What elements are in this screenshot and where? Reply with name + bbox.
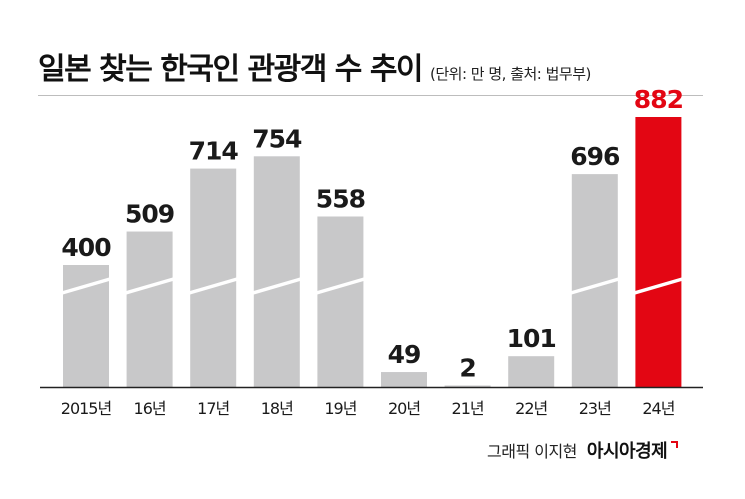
axis-break-mark	[570, 277, 620, 295]
bar-2015년	[63, 265, 109, 387]
axis-break-mark	[252, 277, 302, 295]
data-label: 558	[316, 184, 365, 213]
bar-19년	[317, 216, 364, 387]
bar-17년	[190, 168, 237, 387]
chart-subtitle: (단위: 만 명, 출처: 법무부)	[430, 65, 591, 83]
bar-20년	[381, 372, 427, 387]
x-tick-label: 23년	[579, 399, 611, 418]
x-tick-label: 16년	[134, 399, 166, 418]
data-label: 101	[507, 324, 556, 353]
axis-break-mark	[125, 277, 175, 295]
data-label: 714	[189, 137, 239, 166]
data-label: 754	[252, 124, 302, 153]
x-tick-label: 17년	[197, 399, 229, 418]
x-tick-label: 19년	[324, 399, 356, 418]
axis-break-mark	[315, 277, 365, 295]
graphic-credit: 그래픽 이지현	[487, 442, 577, 461]
title-divider	[38, 95, 703, 96]
x-tick-label: 21년	[452, 399, 484, 418]
axis-break-mark	[61, 277, 111, 295]
data-label: 400	[61, 233, 111, 262]
data-label: 49	[388, 340, 421, 369]
chart-header: 일본 찾는 한국인 관광객 수 추이 (단위: 만 명, 출처: 법무부)	[38, 44, 591, 88]
x-tick-label: 18년	[261, 399, 293, 418]
bar-16년	[126, 231, 173, 387]
bar-18년	[253, 156, 300, 387]
publisher-logo: 아시아경제	[586, 441, 668, 462]
axis-break-mark	[633, 277, 683, 295]
corner-mark-icon	[671, 441, 679, 448]
bar-24년	[635, 117, 682, 387]
credit-line: 그래픽 이지현 아시아경제	[487, 437, 679, 463]
x-tick-label: 22년	[515, 399, 547, 418]
x-tick-label: 2015년	[61, 399, 112, 418]
chart-title: 일본 찾는 한국인 관광객 수 추이	[38, 52, 424, 87]
bar-21년	[444, 385, 491, 387]
bar-22년	[508, 356, 555, 387]
data-label: 882	[634, 85, 683, 114]
axis-break-mark	[188, 277, 238, 295]
data-label: 696	[570, 142, 620, 171]
x-tick-label: 20년	[388, 399, 420, 418]
data-label: 509	[125, 200, 174, 229]
x-tick-label: 24년	[642, 399, 674, 418]
data-label: 2	[459, 354, 475, 383]
